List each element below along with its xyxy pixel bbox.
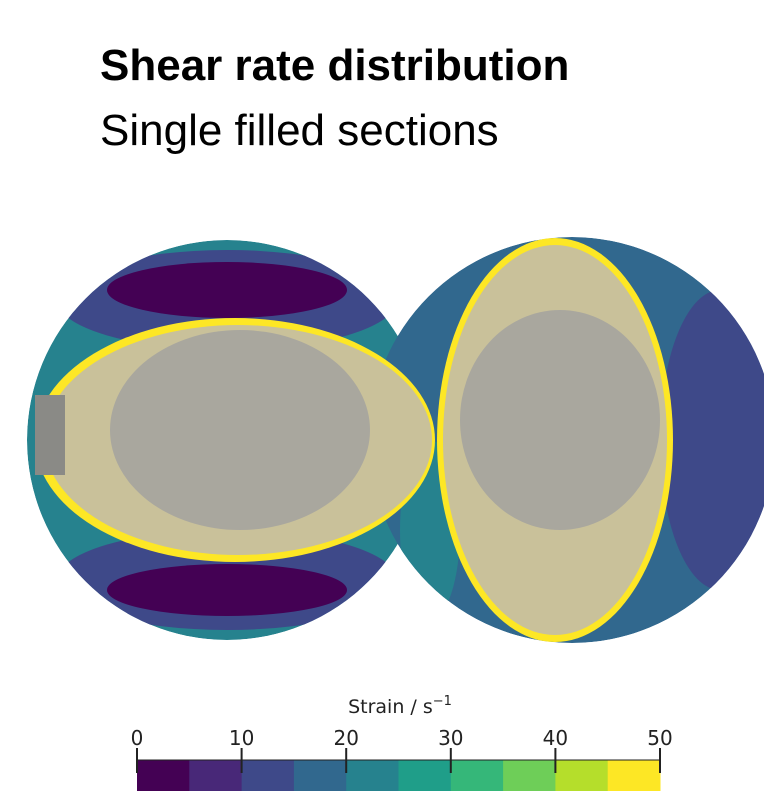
tick-label: 10 [229, 726, 254, 750]
tick-label: 0 [131, 726, 144, 750]
figure: Shear rate distribution Single filled se… [0, 0, 764, 791]
subtitle: Single filled sections [100, 106, 499, 155]
tick-label: 40 [543, 726, 568, 750]
title: Shear rate distribution [100, 41, 569, 90]
color-bin [503, 760, 556, 791]
color-bin [555, 760, 608, 791]
color-bin [346, 760, 399, 791]
color-bin [608, 760, 661, 791]
color-bin [137, 760, 190, 791]
color-bin [189, 760, 242, 791]
colorbar: 0 10 20 30 40 50 [131, 726, 673, 791]
color-bin [294, 760, 347, 791]
color-bin [242, 760, 295, 791]
color-bin [451, 760, 504, 791]
tick-label: 30 [438, 726, 463, 750]
simulation-image [27, 237, 764, 643]
tick-label: 20 [333, 726, 358, 750]
color-bin [399, 760, 452, 791]
colorbar-label: Strain / s−1 [348, 694, 452, 718]
tick-label: 50 [647, 726, 672, 750]
